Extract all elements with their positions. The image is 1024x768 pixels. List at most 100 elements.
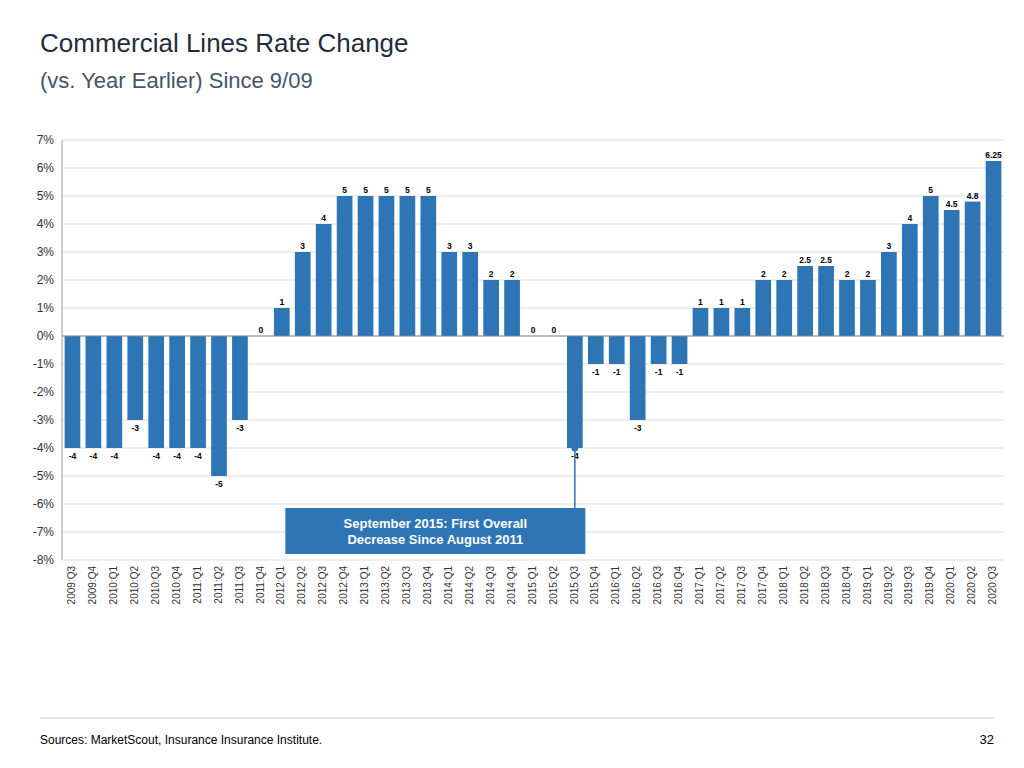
y-tick-label: -3%: [33, 413, 55, 427]
x-tick-label: 2019:Q2: [883, 566, 894, 605]
x-tick-label: 2009:Q3: [66, 566, 77, 605]
data-label: 0: [531, 325, 536, 335]
data-label: -1: [676, 367, 684, 377]
data-label: 4: [321, 213, 326, 223]
data-label: 2: [782, 269, 787, 279]
page-number: 32: [980, 732, 994, 747]
y-tick-label: -2%: [33, 385, 55, 399]
bar: [148, 336, 164, 448]
bar: [818, 266, 834, 336]
x-tick-label: 2013:Q1: [359, 566, 370, 605]
bar: [588, 336, 604, 364]
data-label: -4: [173, 451, 181, 461]
bar: [693, 308, 709, 336]
y-tick-label: 5%: [37, 189, 55, 203]
bar: [295, 252, 311, 336]
data-label: 1: [279, 297, 284, 307]
data-label: 1: [740, 297, 745, 307]
annotation: September 2015: First OverallDecrease Si…: [285, 445, 585, 555]
bar: [65, 336, 81, 448]
bar: [672, 336, 688, 364]
x-tick-label: 2011:Q1: [192, 566, 203, 604]
bar: [944, 210, 960, 336]
bar: [776, 280, 792, 336]
bar: [86, 336, 102, 448]
grid-line: [62, 560, 1004, 561]
x-tick-label: 2013:Q4: [422, 566, 433, 605]
grid-line: [62, 252, 1004, 253]
data-label: 2.5: [799, 255, 811, 265]
x-tick-label: 2011:Q2: [213, 566, 224, 604]
bar: [860, 280, 876, 336]
data-label: -4: [152, 451, 160, 461]
data-label: 3: [447, 241, 452, 251]
data-label: 6.25: [985, 150, 1002, 160]
bar: [630, 336, 646, 420]
y-tick-label: 3%: [37, 245, 55, 259]
bar: [211, 336, 227, 476]
data-label: 5: [426, 185, 431, 195]
x-tick-label: 2014:Q1: [443, 566, 454, 605]
data-label: -3: [131, 423, 139, 433]
data-label: 2: [866, 269, 871, 279]
x-tick-label: 2015:Q4: [589, 566, 600, 605]
x-tick-label: 2015:Q1: [527, 566, 538, 605]
bar: [609, 336, 625, 364]
bar: [504, 280, 520, 336]
bar: [337, 196, 353, 336]
y-tick-label: -7%: [33, 525, 55, 539]
bar: [651, 336, 667, 364]
grid-line: [62, 476, 1004, 477]
bar: [734, 308, 750, 336]
bar: [358, 196, 374, 336]
data-label: 0: [258, 325, 263, 335]
x-tick-label: 2011:Q3: [234, 566, 245, 604]
annotation-connector: [574, 448, 576, 508]
grid-line: [62, 224, 1004, 225]
bar: [420, 196, 436, 336]
x-tick-label: 2018:Q1: [778, 566, 789, 605]
data-label: -1: [613, 367, 621, 377]
footer-separator: [40, 718, 994, 719]
data-label: 5: [928, 185, 933, 195]
x-tick-label: 2020:Q2: [966, 566, 977, 605]
data-label: -1: [592, 367, 600, 377]
x-tick-label: 2018:Q4: [841, 566, 852, 605]
data-label: 0: [552, 325, 557, 335]
data-label: 2: [761, 269, 766, 279]
bar: [190, 336, 206, 448]
bar: [169, 336, 185, 448]
data-label: -4: [69, 451, 77, 461]
data-label: 4.8: [967, 191, 979, 201]
x-tick-label: 2016:Q4: [673, 566, 684, 605]
annotation-box: [285, 508, 585, 554]
zero-line: [62, 336, 1004, 337]
x-tick-label: 2019:Q1: [862, 566, 873, 605]
data-label: -5: [215, 479, 223, 489]
data-label: 4: [907, 213, 912, 223]
bar: [106, 336, 122, 448]
y-tick-label: -6%: [33, 497, 55, 511]
data-label: -3: [236, 423, 244, 433]
grid-line: [62, 168, 1004, 169]
data-label: 3: [300, 241, 305, 251]
bar: [755, 280, 771, 336]
annotation-dot: [571, 445, 578, 452]
bar: [797, 266, 813, 336]
grid-line: [62, 504, 1004, 505]
x-tick-label: 2012:Q1: [275, 566, 286, 605]
x-tick-label: 2011:Q4: [255, 566, 266, 604]
data-label: -3: [634, 423, 642, 433]
bar: [127, 336, 143, 420]
x-tick-label: 2016:Q2: [631, 566, 642, 605]
data-label: 5: [384, 185, 389, 195]
x-tick-label: 2014:Q4: [506, 566, 517, 605]
grid-line: [62, 140, 1004, 141]
bar: [483, 280, 499, 336]
y-tick-label: -5%: [33, 469, 55, 483]
x-tick-label: 2014:Q3: [485, 566, 496, 605]
x-tick-label: 2019:Q4: [924, 566, 935, 605]
x-tick-label: 2016:Q3: [652, 566, 663, 605]
annotation-text: September 2015: First OverallDecrease Si…: [344, 516, 528, 547]
subtitle: (vs. Year Earlier) Since 9/09: [40, 68, 313, 93]
